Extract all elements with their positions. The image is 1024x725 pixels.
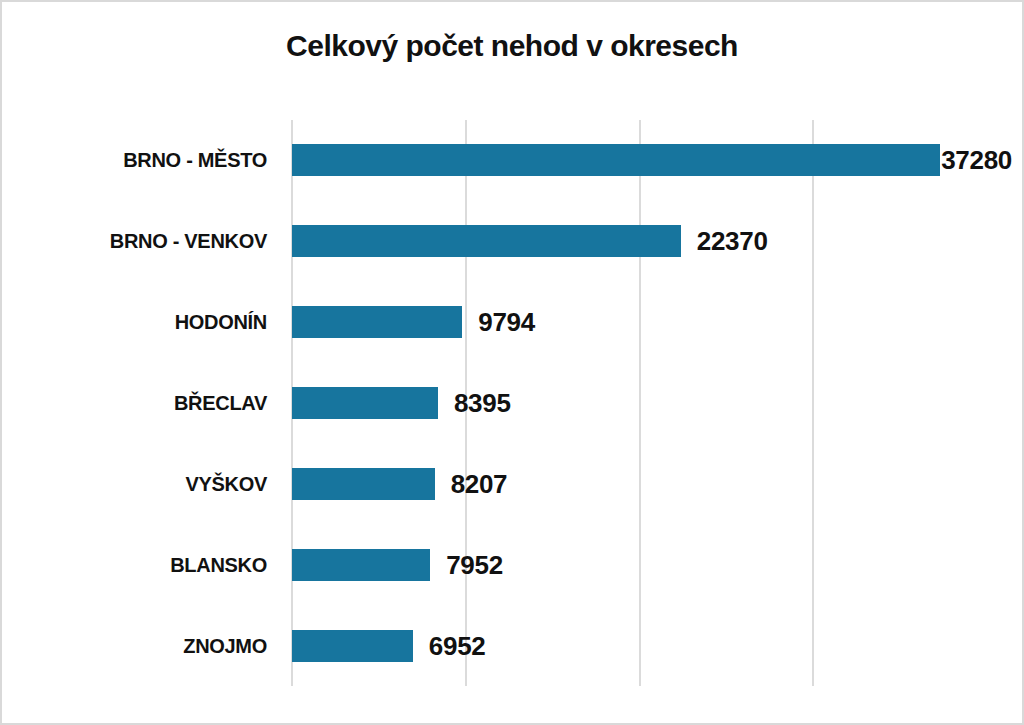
bar-brno-m-sto [292, 144, 940, 176]
category-label: ZNOJMO [22, 634, 267, 657]
gridline [639, 120, 641, 686]
category-label: BLANSKO [22, 553, 267, 576]
bar-blansko [292, 549, 430, 581]
bar-b-eclav [292, 387, 438, 419]
bar-vy-kov [292, 468, 435, 500]
plot-area: 37280 22370 9794 8395 8207 7952 6952 [292, 120, 1022, 686]
value-label: 22370 [697, 226, 768, 257]
category-label: BŘECLAV [22, 392, 267, 415]
chart-title: Celkový počet nehod v okresech [2, 29, 1022, 63]
bar-hodon-n [292, 306, 462, 338]
value-label: 8207 [451, 468, 508, 499]
bar-znojmo [292, 630, 413, 662]
value-label: 37280 [941, 145, 1012, 176]
chart-canvas: Celkový počet nehod v okresech 37280 2237… [0, 0, 1024, 725]
value-label: 9794 [478, 307, 535, 338]
value-label: 7952 [446, 549, 503, 580]
category-label: HODONÍN [22, 311, 267, 334]
value-label: 8395 [454, 388, 511, 419]
gridline [812, 120, 814, 686]
bar-brno-venkov [292, 225, 681, 257]
value-label: 6952 [429, 630, 486, 661]
category-label: BRNO - VENKOV [22, 230, 267, 253]
category-label: BRNO - MĚSTO [22, 149, 267, 172]
category-label: VYŠKOV [22, 472, 267, 495]
